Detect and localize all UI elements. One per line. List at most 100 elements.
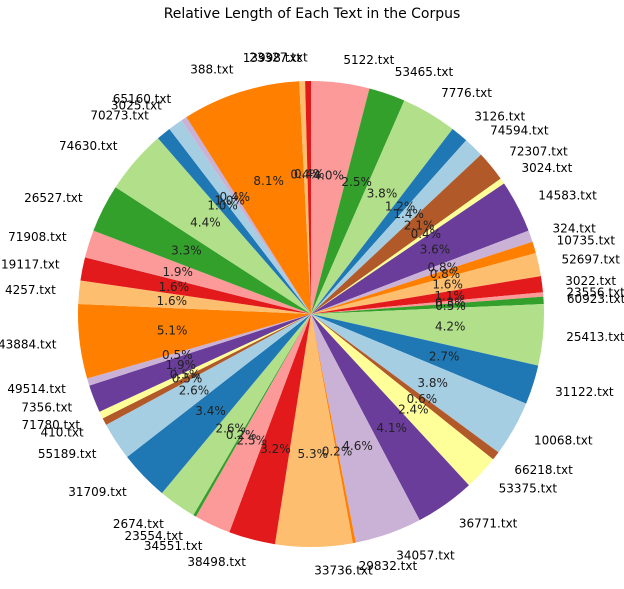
pie-slice bbox=[311, 230, 533, 314]
pie-slice bbox=[102, 314, 311, 425]
pie-slice bbox=[186, 81, 311, 315]
slice-percent: 8.1% bbox=[253, 174, 284, 188]
slice-label: 70273.txt bbox=[90, 108, 149, 122]
slice-percent: 2.5% bbox=[237, 434, 268, 448]
pie-slice bbox=[311, 140, 482, 314]
slice-percent: 0.5% bbox=[435, 299, 466, 313]
slice-percent: 5.3% bbox=[298, 447, 329, 461]
slice-label: 71780.txt bbox=[22, 418, 81, 432]
pie-slice bbox=[311, 81, 370, 314]
slice-label: 7776.txt bbox=[441, 86, 492, 100]
slice-percent: 4.0% bbox=[313, 168, 344, 182]
slice-label: 36771.txt bbox=[459, 516, 518, 530]
pie-slice bbox=[157, 128, 311, 314]
slice-label: 66218.txt bbox=[514, 463, 573, 477]
slice-percent: 5.1% bbox=[157, 324, 188, 338]
slice-percent: 3.4% bbox=[195, 404, 226, 418]
slice-percent: 0.2% bbox=[226, 428, 257, 442]
slice-label: 49514.txt bbox=[7, 382, 66, 396]
slice-label: 410.txt bbox=[40, 425, 84, 439]
pie-slice bbox=[78, 280, 311, 314]
pie-slice bbox=[99, 314, 312, 419]
pie-slice bbox=[84, 230, 311, 314]
slice-label: 26527.txt bbox=[24, 191, 83, 205]
slice-percent: 0.2% bbox=[322, 444, 353, 458]
pie-slice bbox=[80, 257, 312, 314]
slice-label: 34057.txt bbox=[396, 549, 455, 563]
slice-percent: 4.1% bbox=[376, 421, 407, 435]
pie-slice bbox=[106, 314, 312, 458]
slice-percent: 4.6% bbox=[342, 439, 373, 453]
slice-label: 2674.txt bbox=[113, 517, 164, 531]
slice-percent: 1.6% bbox=[432, 277, 463, 291]
slice-label: 55189.txt bbox=[38, 447, 97, 461]
slice-label: 10068.txt bbox=[534, 433, 593, 447]
slice-percent: 2.6% bbox=[215, 421, 246, 435]
slice-label: 71908.txt bbox=[8, 230, 67, 244]
slice-label: 19117.txt bbox=[1, 257, 60, 271]
slice-label: 31709.txt bbox=[68, 485, 127, 499]
pie-slice bbox=[89, 314, 312, 412]
pie-slice bbox=[311, 314, 469, 521]
slice-label: 10735.txt bbox=[557, 234, 616, 248]
pie-slice bbox=[311, 292, 544, 314]
slice-label: 13998.txt bbox=[243, 51, 302, 65]
slice-percent: 0.5% bbox=[172, 372, 203, 386]
slice-percent: 4.4% bbox=[190, 215, 221, 229]
slice-percent: 3.2% bbox=[260, 442, 291, 456]
chart-title: Relative Length of Each Text in the Corp… bbox=[163, 6, 461, 22]
pie-slice bbox=[274, 314, 353, 547]
slice-percent: 0.5% bbox=[162, 348, 193, 362]
pie-slice bbox=[311, 314, 539, 404]
slice-percent: 2.4% bbox=[398, 402, 429, 416]
slice-label: 3025.txt bbox=[111, 99, 162, 113]
pie-slice bbox=[311, 253, 541, 314]
slice-percent: 2.5% bbox=[341, 175, 372, 189]
slice-label: 74630.txt bbox=[59, 139, 118, 153]
slice-percent: 2.1% bbox=[404, 218, 435, 232]
slice-percent: 1.2% bbox=[385, 199, 416, 213]
pie-slice bbox=[195, 314, 311, 533]
slice-label: 60923.txt bbox=[567, 292, 624, 306]
pie-slice bbox=[311, 296, 544, 314]
slice-label: 43884.txt bbox=[0, 337, 57, 351]
slice-percent: 1.9% bbox=[166, 358, 197, 372]
slice-label: 52697.txt bbox=[561, 253, 620, 267]
pie-slice bbox=[229, 314, 311, 545]
slice-label: 72307.txt bbox=[509, 145, 568, 159]
slice-percent: 1.1% bbox=[434, 289, 465, 303]
slice-label: 25413.txt bbox=[566, 330, 624, 344]
slice-label: 3024.txt bbox=[522, 161, 573, 175]
slice-label: 7356.txt bbox=[21, 400, 72, 414]
slice-percent: 0.4% bbox=[411, 227, 442, 241]
slice-label: 53465.txt bbox=[395, 65, 454, 79]
pie-slice bbox=[311, 128, 467, 314]
pie-slice bbox=[93, 187, 312, 314]
slice-percent: 3.8% bbox=[367, 187, 398, 201]
pie-slice bbox=[181, 117, 311, 314]
pie-slice bbox=[311, 314, 420, 543]
pie-slice bbox=[77, 304, 311, 379]
pie-slice bbox=[161, 314, 311, 516]
pie-slice bbox=[169, 120, 311, 314]
pie-slice bbox=[311, 314, 499, 460]
slice-percent: 2.6% bbox=[179, 383, 210, 397]
slice-percent: 1.4% bbox=[393, 207, 424, 221]
pie-slice bbox=[311, 88, 405, 314]
slice-label: 38498.txt bbox=[187, 555, 246, 569]
slice-percent: 2.7% bbox=[429, 350, 460, 364]
slice-label: 324.txt bbox=[553, 221, 597, 235]
pie-slice bbox=[311, 183, 529, 314]
pie-slice bbox=[311, 241, 536, 314]
pie-slice bbox=[193, 314, 311, 517]
slice-label: 23554.txt bbox=[124, 529, 183, 543]
slice-label: 23556.txt bbox=[566, 285, 624, 299]
slice-percent: 1.0% bbox=[214, 193, 245, 207]
slice-percent: 0.4% bbox=[290, 167, 321, 181]
slice-percent: 4.2% bbox=[435, 320, 466, 334]
pie-slice bbox=[299, 81, 311, 315]
slice-label: 74594.txt bbox=[490, 124, 549, 138]
slice-percent: 0.4% bbox=[219, 190, 250, 204]
slice-percent: 1.6% bbox=[159, 280, 190, 294]
